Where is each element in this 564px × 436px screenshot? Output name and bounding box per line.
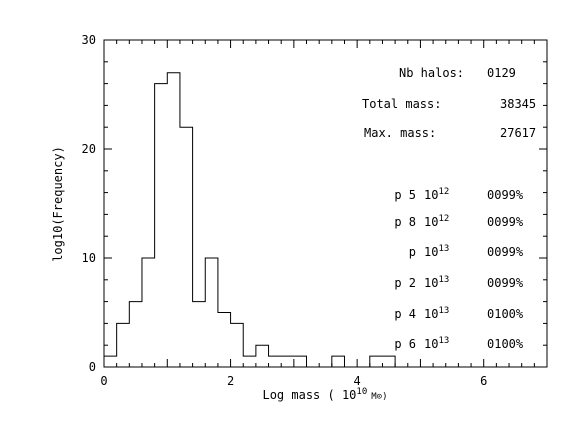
threshold-row: p 8 1012 0099% <box>394 214 524 229</box>
max-mass-value: 27617 <box>500 126 536 140</box>
threshold-rows: p 5 1012 0099%p 8 1012 0099%p 1013 0099%p 2 101… <box>394 187 524 351</box>
threshold-exponent: 13 <box>438 306 449 316</box>
y-axis-label: log10(Frequency) <box>51 146 65 262</box>
nb-halos-label: Nb halos: <box>399 66 464 80</box>
threshold-row: p 5 1012 0099% <box>394 187 524 202</box>
x-tick-label: 2 <box>227 374 234 388</box>
threshold-row: p 6 1013 0100% <box>394 336 524 351</box>
threshold-base: 10 <box>424 215 438 229</box>
threshold-value: 0100% <box>487 307 524 321</box>
threshold-prefix: p <box>409 245 416 259</box>
max-mass-label: Max. mass: <box>364 126 436 140</box>
y-tick-label: 30 <box>82 33 96 47</box>
x-axis-label-unit: M⊙) <box>371 392 387 402</box>
x-tick-label: 6 <box>480 374 487 388</box>
threshold-row: p 2 1013 0099% <box>394 275 524 290</box>
x-tick-label: 0 <box>100 374 107 388</box>
threshold-prefix: p 8 <box>394 215 416 229</box>
histogram-series-line <box>104 72 434 368</box>
threshold-value: 0099% <box>487 215 524 229</box>
threshold-prefix: p 6 <box>394 337 416 351</box>
threshold-power: 1012 <box>424 214 449 229</box>
threshold-power: 1013 <box>424 244 449 259</box>
axis-ticks <box>103 39 548 368</box>
threshold-exponent: 13 <box>438 336 449 346</box>
x-axis-label-exp: 10 <box>356 387 367 397</box>
threshold-prefix: p 4 <box>394 307 416 321</box>
threshold-prefix: p 2 <box>394 276 416 290</box>
x-axis-label: Log mass ( 1010 M⊙) <box>262 387 387 402</box>
threshold-base: 10 <box>424 245 438 259</box>
nb-halos-value: 0129 <box>487 66 516 80</box>
threshold-power: 1013 <box>424 306 449 321</box>
y-tick-label: 10 <box>82 251 96 265</box>
threshold-row: p 1013 0099% <box>409 244 524 259</box>
plot-frame <box>103 39 548 368</box>
y-tick-label: 0 <box>89 360 96 374</box>
threshold-row: p 4 1013 0100% <box>394 306 524 321</box>
axis-tick-labels: 0 2 4 6 0 10 20 30 <box>82 33 488 388</box>
threshold-base: 10 <box>424 276 438 290</box>
x-tick-label: 4 <box>354 374 361 388</box>
threshold-base: 10 <box>424 188 438 202</box>
y-tick-label: 20 <box>82 142 96 156</box>
threshold-exponent: 12 <box>438 187 449 197</box>
total-mass-value: 38345 <box>500 97 536 111</box>
total-mass-label: Total mass: <box>362 97 441 111</box>
threshold-base: 10 <box>424 337 438 351</box>
threshold-exponent: 12 <box>438 214 449 224</box>
x-axis-label-main: Log mass ( 10 <box>262 388 356 402</box>
threshold-exponent: 13 <box>438 244 449 254</box>
threshold-value: 0100% <box>487 337 524 351</box>
threshold-prefix: p 5 <box>394 188 416 202</box>
threshold-value: 0099% <box>487 245 524 259</box>
threshold-base: 10 <box>424 307 438 321</box>
threshold-power: 1012 <box>424 187 449 202</box>
threshold-power: 1013 <box>424 336 449 351</box>
threshold-power: 1013 <box>424 275 449 290</box>
threshold-value: 0099% <box>487 276 524 290</box>
annotation-block: Nb halos: 0129 Total mass: 38345 Max. ma… <box>362 66 536 351</box>
threshold-exponent: 13 <box>438 275 449 285</box>
threshold-value: 0099% <box>487 188 524 202</box>
